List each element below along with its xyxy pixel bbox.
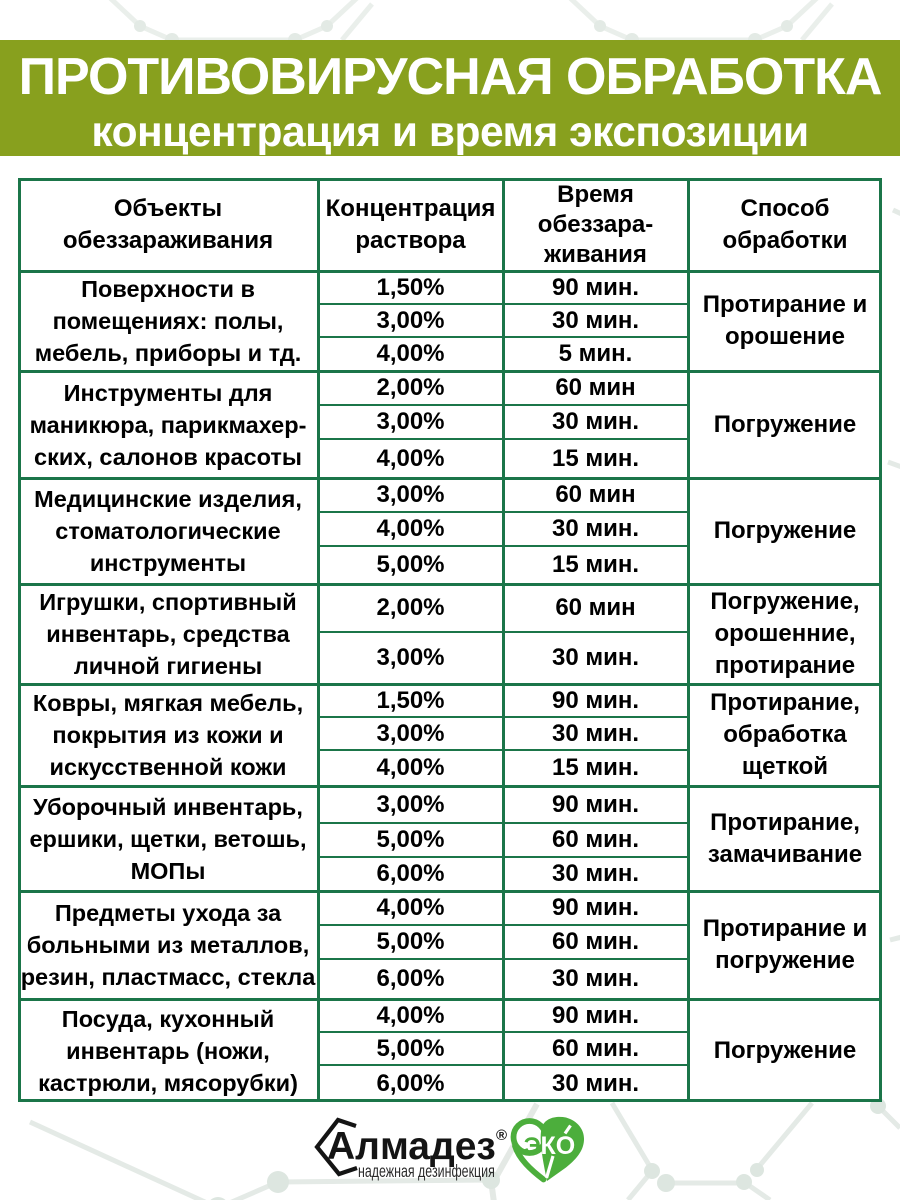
svg-text:КО: КО: [541, 1132, 576, 1160]
svg-text:Э: Э: [524, 1133, 541, 1160]
